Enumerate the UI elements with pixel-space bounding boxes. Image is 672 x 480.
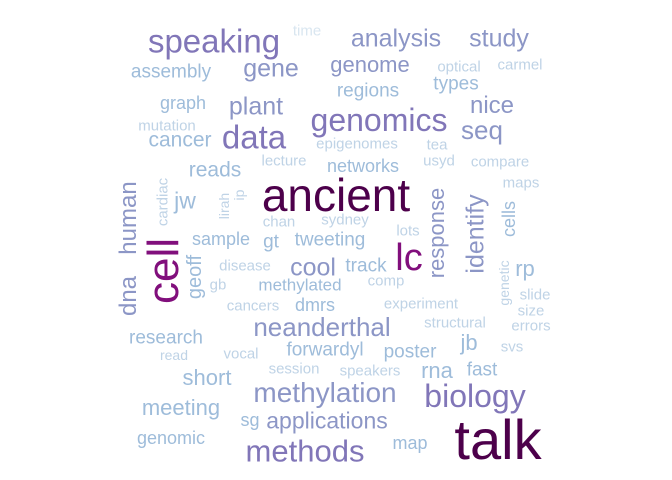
word-poster: poster	[383, 341, 437, 363]
word-data: data	[221, 118, 287, 156]
word-jw: jw	[174, 187, 196, 214]
word-meeting: meeting	[141, 395, 221, 420]
word-human: human	[115, 181, 142, 255]
word-genomic: genomic	[136, 428, 206, 448]
word-gb: gb	[209, 276, 227, 294]
word-response: response	[424, 187, 449, 279]
word-lecture: lecture	[261, 152, 307, 170]
word-rna: rna	[421, 358, 453, 383]
word-speakers: speakers	[339, 362, 401, 380]
word-maps: maps	[502, 174, 540, 192]
word-cancer: cancer	[148, 128, 212, 152]
word-cancers: cancers	[226, 297, 280, 315]
word-speaking: speaking	[147, 22, 281, 60]
word-sg: sg	[240, 410, 260, 430]
word-methods: methods	[245, 433, 365, 469]
word-svs: svs	[500, 338, 524, 356]
word-types: types	[433, 73, 479, 95]
word-ancient: ancient	[261, 169, 411, 221]
word-experiment: experiment	[383, 295, 459, 313]
word-genome: genome	[330, 52, 410, 77]
word-genetic: genetic	[496, 260, 512, 306]
word-geoff: geoff	[184, 254, 206, 300]
word-epigenomes: epigenomes	[316, 135, 398, 153]
word-study: study	[469, 24, 529, 53]
word-gt: gt	[263, 231, 279, 253]
word-analysis: analysis	[350, 24, 442, 53]
word-genomics: genomics	[310, 102, 448, 138]
word-reads: reads	[188, 158, 242, 182]
word-identify: identify	[461, 194, 490, 274]
word-lirah: lirah	[216, 192, 232, 220]
word-map: map	[392, 433, 428, 453]
word-plant: plant	[228, 92, 284, 121]
word-sydney: sydney	[321, 211, 369, 229]
word-cells: cells	[499, 200, 519, 238]
word-dmrs: dmrs	[295, 295, 335, 315]
word-biology: biology	[424, 378, 526, 414]
word-lots: lots	[396, 222, 420, 240]
word-compare: compare	[470, 153, 530, 171]
word-assembly: assembly	[130, 61, 212, 83]
word-fast: fast	[466, 359, 498, 381]
word-cool: cool	[290, 253, 336, 282]
word-chan: chan	[262, 213, 296, 231]
word-neanderthal: neanderthal	[253, 312, 391, 342]
word-tea: tea	[426, 136, 448, 154]
word-short: short	[182, 365, 232, 390]
word-track: track	[345, 255, 387, 277]
word-mutation: mutation	[138, 117, 196, 135]
word-dna: dna	[115, 275, 142, 317]
word-research: research	[129, 327, 203, 349]
word-regions: regions	[336, 80, 400, 102]
word-slide: slide	[519, 286, 551, 304]
word-time: time	[292, 22, 322, 40]
word-comp: comp	[367, 272, 405, 290]
word-talk: talk	[454, 408, 542, 471]
word-jb: jb	[460, 330, 478, 355]
word-structural: structural	[424, 314, 486, 332]
word-size: size	[517, 302, 545, 320]
word-errors: errors	[511, 317, 551, 335]
word-cardiac: cardiac	[154, 177, 172, 227]
word-vocal: vocal	[223, 345, 259, 363]
word-sample: sample	[191, 229, 251, 249]
word-tweeting: tweeting	[294, 229, 366, 251]
word-optical: optical	[437, 58, 481, 76]
word-read: read	[159, 347, 189, 363]
word-cell: cell	[139, 237, 188, 305]
word-ip: ip	[231, 189, 247, 201]
word-nice: nice	[469, 92, 515, 119]
word-applications: applications	[266, 407, 388, 434]
word-seq: seq	[461, 115, 503, 145]
word-disease: disease	[219, 257, 271, 275]
word-graph: graph	[159, 93, 207, 113]
word-rp: rp	[515, 256, 535, 281]
word-forwardyl: forwardyl	[286, 339, 364, 361]
word-networks: networks	[326, 156, 400, 176]
word-carmel: carmel	[497, 56, 543, 74]
word-session: session	[268, 360, 320, 378]
word-lc: lc	[395, 237, 423, 279]
word-methylation: methylation	[253, 377, 397, 408]
word-usyd: usyd	[423, 152, 455, 170]
word-methylated: methylated	[258, 275, 342, 295]
word-gene: gene	[243, 54, 299, 83]
